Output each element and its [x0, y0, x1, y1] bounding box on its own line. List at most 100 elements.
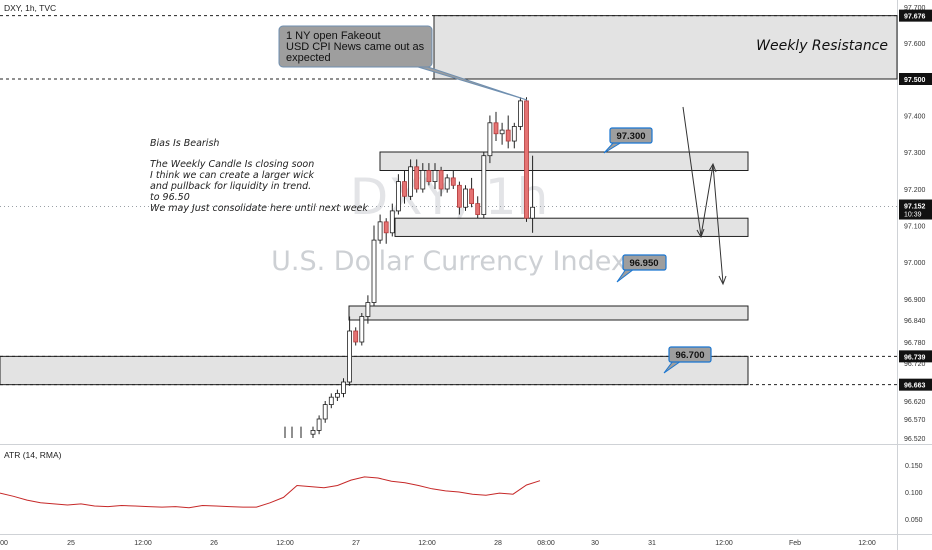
candle-body [450, 177, 456, 186]
candle-body [505, 129, 511, 142]
level-tag-97300[interactable]: 97.300 [603, 127, 653, 154]
candle-body [438, 170, 444, 190]
candles-layer [284, 97, 535, 438]
zone-box [394, 217, 749, 237]
bias-line-5: and pullback for liquidity in trend. [150, 181, 311, 192]
zone-box [348, 305, 749, 321]
candle [359, 313, 365, 346]
time-tick-label: 08:00 [537, 540, 555, 547]
level-tag-text: 96.950 [629, 258, 658, 269]
candle [426, 163, 432, 186]
time-tick-label: 12:00 [418, 540, 436, 547]
chart-title: DXY, 1h, TVC [4, 3, 56, 13]
zone-box [0, 355, 749, 386]
candle-body [530, 206, 535, 219]
weekly-resistance-label: Weekly Resistance [756, 38, 888, 54]
price-tick-label: 97.400 [904, 114, 926, 121]
candle-body [426, 170, 432, 183]
candle [408, 159, 414, 200]
candle [475, 196, 481, 219]
time-tick-label: 26 [210, 540, 218, 547]
last-price-box [899, 199, 932, 220]
time-tick-label: 27 [352, 540, 360, 547]
level-tag-text: 97.300 [616, 131, 645, 142]
candle-body [518, 100, 523, 127]
candle [365, 295, 371, 324]
candle [493, 111, 499, 142]
candle [395, 174, 401, 215]
price-tick-label: 97.200 [904, 187, 926, 194]
callout-line-1: 1 NY open Fakeout [286, 30, 381, 42]
price-tick-label: 97.600 [904, 41, 926, 48]
price-label-box [899, 9, 932, 22]
candle [353, 327, 359, 346]
candle-body [328, 396, 334, 406]
candle-body [463, 188, 468, 208]
candle [371, 225, 377, 306]
projection-path[interactable] [682, 106, 727, 286]
time-tick-label: 31 [648, 540, 656, 547]
price-label-box [899, 350, 932, 363]
candle [518, 97, 523, 131]
candle-body [481, 155, 487, 215]
arrowhead-up [708, 162, 717, 173]
candle-body [432, 170, 438, 183]
candle [316, 415, 322, 435]
candle-body [389, 210, 395, 234]
candle [505, 115, 511, 149]
watermark-name: U.S. Dollar Currency Index [271, 246, 627, 277]
atr-pane: 0.150 0.100 0.050 [0, 463, 923, 524]
time-tick-label: 28 [494, 540, 502, 547]
price-tick-label: 97.000 [904, 260, 926, 267]
candle [341, 378, 346, 398]
candle-body [395, 181, 401, 212]
time-tick-label: 12:00 [715, 540, 733, 547]
price-label-box [899, 73, 932, 85]
candle [456, 181, 462, 215]
atr-tick-label: 0.050 [905, 517, 923, 524]
candle-body [414, 166, 420, 190]
candle [450, 170, 456, 189]
candle [347, 316, 353, 386]
candle-body [347, 330, 353, 383]
price-label-box [899, 378, 932, 391]
zone-box [433, 15, 898, 80]
candle-body [511, 126, 517, 142]
candle [469, 177, 475, 208]
zones-layer [0, 15, 898, 386]
arrowhead-down-1 [696, 228, 705, 239]
price-label-text: 97.676 [904, 14, 926, 21]
candle [463, 185, 468, 211]
level-tag-96950[interactable]: 96.950 [616, 254, 667, 283]
candle-body [310, 429, 316, 435]
last-price-text: 97.152 [904, 204, 926, 211]
candle [310, 426, 316, 438]
bias-line-6: to 96.50 [150, 192, 190, 203]
zone-box [379, 151, 749, 171]
price-label-text: 96.663 [904, 383, 926, 390]
price-axis[interactable]: 97.700 97.600 97.500 97.400 97.300 97.200 97.1… [899, 5, 932, 443]
price-tick-label: 97.100 [904, 224, 926, 231]
level-tag-96700[interactable]: 96.700 [663, 346, 712, 374]
candle [499, 122, 505, 145]
candle-body [353, 330, 359, 343]
candle-body [365, 302, 371, 317]
candle [487, 115, 493, 164]
candle-body [316, 418, 322, 431]
fakeout-callout[interactable]: 1 NY open Fakeout USD CPI News came out … [278, 25, 528, 101]
time-axis[interactable]: 00 25 12:00 26 12:00 27 12:00 28 08:00 30 31 12:00 F… [0, 540, 876, 547]
price-tick-label: 96.720 [904, 361, 926, 368]
bias-line-4: I think we can create a larger wick [150, 170, 314, 181]
price-tick-label: 96.900 [904, 297, 926, 304]
bias-line-3: The Weekly Candle Is closing soon [150, 159, 314, 170]
indicator-label: ATR (14, RMA) [4, 450, 62, 460]
candle [481, 152, 487, 219]
atr-line [0, 476, 541, 509]
countdown-text: 10:39 [904, 212, 922, 219]
price-tick-label: 96.520 [904, 436, 926, 443]
arrowhead-down-2 [718, 275, 727, 286]
candle-body [359, 316, 365, 343]
candle [377, 214, 383, 244]
candle [414, 159, 420, 193]
